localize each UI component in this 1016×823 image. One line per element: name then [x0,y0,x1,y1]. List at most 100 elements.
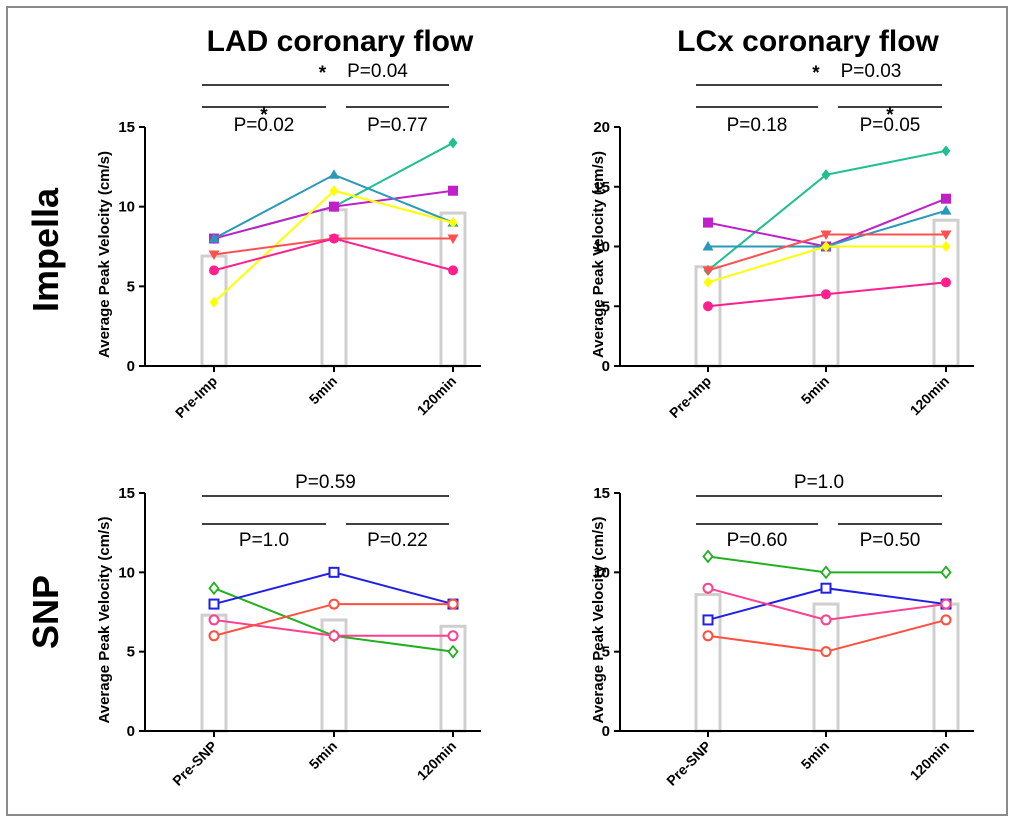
y-tick-label: 20 [593,119,610,136]
data-point-marker [447,644,459,659]
data-point-marker [328,169,340,179]
y-tick-label: 10 [593,239,610,256]
data-point-marker [821,241,831,252]
y-tick-label: 0 [127,723,135,740]
data-point-marker [328,598,340,610]
data-point-marker [820,565,832,580]
p-value-label: P=0.03 [841,61,902,82]
data-point-marker [209,296,219,308]
data-point-marker [702,630,714,642]
p-value-label: P=0.02 [234,115,295,136]
data-point-marker [448,217,458,229]
significance-star: * [260,105,268,126]
data-point-marker [703,217,713,228]
x-tick-label: 5min [798,738,832,772]
x-tick-label: 120min [907,373,952,418]
data-point-marker [208,598,220,610]
data-point-marker [328,566,340,578]
p-value-label: P=0.05 [860,115,921,136]
p-value-label: P=0.59 [295,472,356,493]
data-point-marker [941,277,951,288]
x-tick-label: Pre-SNP [663,738,714,789]
data-point-marker [447,598,459,610]
y-tick-label: 0 [602,723,610,740]
data-point-marker [702,266,714,276]
data-point-marker [208,630,220,642]
x-tick-label: Pre-Imp [172,373,220,421]
significance-star: * [886,105,894,126]
data-point-marker [940,614,952,626]
data-point-marker [940,205,952,215]
series-line-2 [707,197,947,248]
row-label-snp: SNP [25,575,66,649]
significance-star: * [812,63,820,84]
data-point-marker [940,230,952,241]
y-tick-label: 0 [602,358,610,375]
y-tick-label: 15 [593,179,610,196]
series-line-5 [707,233,946,272]
data-point-marker [940,565,952,580]
mean-bar [439,624,467,733]
chart-panels: 0 5 10 15 Pre-Imp 5min 120min Average Peak Velo… [96,61,974,789]
y-tick-label: 10 [118,564,135,581]
series-line-1 [707,149,947,272]
x-tick-label: 5min [306,738,340,772]
data-point-marker [329,201,339,212]
data-point-marker [208,250,220,260]
mean-bar [320,208,348,368]
row-label-impella: Impella [25,187,66,312]
y-axis-label: Average Peak Velocity (cm/s) [590,151,607,358]
data-point-marker [703,276,713,288]
y-tick-label: 0 [127,358,135,375]
data-point-marker [329,233,339,244]
data-point-marker [702,549,714,564]
data-point-marker [448,137,458,149]
data-point-marker [821,169,831,181]
chart-panel-3: 0 5 10 15 Pre-SNP 5min 120min Average Peak Velo… [96,472,481,789]
y-tick-label: 15 [118,485,135,502]
data-point-marker [702,241,714,251]
col-title-lad: LAD coronary flow [207,25,474,58]
chart-panel-1: 0 5 10 15 Pre-Imp 5min 120min Average Peak Velo… [96,61,481,421]
data-point-marker [447,630,459,642]
y-tick-label: 5 [127,278,135,295]
data-point-marker [448,185,458,196]
p-value-label: P=0.77 [367,115,428,136]
data-point-marker [208,233,220,243]
p-value-label: P=0.22 [367,530,428,551]
y-axis-label: Average Peak Velocity (cm/s) [96,151,113,358]
x-tick-label: 120min [907,738,952,783]
data-point-marker [820,614,832,626]
data-point-marker [941,145,951,157]
y-tick-label: 15 [118,119,135,136]
data-point-marker [703,301,713,312]
x-tick-label: 5min [798,373,832,407]
y-tick-label: 5 [602,298,610,315]
y-axis-label: Average Peak Velocity (cm/s) [590,516,607,723]
data-point-marker [940,598,952,610]
p-value-label: P=0.04 [347,61,408,82]
data-point-marker [328,630,340,642]
data-point-marker [821,289,831,300]
data-point-marker [820,646,832,658]
significance-star: * [319,63,327,84]
mean-bar [812,245,840,368]
data-point-marker [208,581,220,596]
y-tick-label: 5 [127,644,135,661]
y-tick-label: 5 [602,644,610,661]
x-tick-label: 120min [414,738,459,783]
chart-panel-2: 0 5 10 15 20 Pre-Imp 5min 120min Average Peak Ve… [590,61,974,421]
data-point-marker [448,265,458,276]
x-tick-label: 5min [306,373,340,407]
data-point-marker [209,265,219,276]
p-value-label: P=1.0 [239,530,289,551]
data-point-marker [702,614,714,626]
p-value-label: P=0.50 [860,530,921,551]
data-point-marker [820,582,832,594]
data-point-marker [820,230,832,241]
y-tick-label: 15 [593,485,610,502]
data-point-marker [208,614,220,626]
data-point-marker [329,185,339,197]
col-title-lcx: LCx coronary flow [677,25,939,58]
